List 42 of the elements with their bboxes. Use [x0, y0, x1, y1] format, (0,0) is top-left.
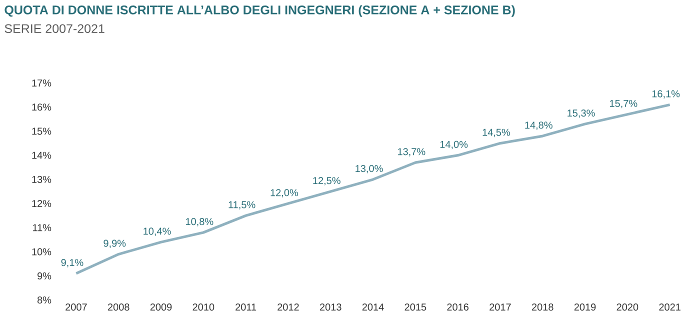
x-tick-label: 2021: [659, 304, 680, 311]
data-label: 12,5%: [313, 177, 340, 186]
x-tick-label: 2010: [192, 304, 214, 311]
y-tick-label: 9%: [38, 272, 52, 280]
y-tick-label: 13%: [32, 176, 52, 183]
x-tick-label: 2015: [404, 304, 426, 311]
y-tick-label: 12%: [32, 200, 52, 208]
data-label: 14,0%: [440, 140, 468, 150]
x-tick-label: 2017: [490, 304, 511, 311]
x-tick-label: 2007: [66, 304, 87, 311]
data-label: 13,0%: [356, 164, 383, 174]
data-label: 15,3%: [568, 110, 595, 118]
data-label: 9,9%: [104, 240, 126, 248]
x-tick-label: 2009: [150, 304, 172, 311]
x-tick-label: 2019: [574, 304, 596, 311]
x-tick-label: 2018: [532, 304, 554, 311]
y-tick-label: 17%: [32, 80, 52, 87]
data-label: 15,7%: [610, 100, 638, 108]
x-tick-label: 2011: [236, 304, 256, 311]
chart-subtitle: SERIE 2007-2021: [4, 24, 104, 34]
y-tick-label: 15%: [32, 128, 52, 135]
x-tick-label: 2016: [447, 304, 468, 311]
y-tick-label: 11%: [32, 224, 52, 232]
data-label: 9,1%: [61, 259, 84, 268]
y-tick-label: 10%: [32, 248, 52, 256]
data-label: 13,7%: [398, 148, 426, 156]
data-label: 12,0%: [270, 189, 298, 198]
data-label: 14,8%: [525, 122, 552, 130]
x-tick-label: 2020: [616, 304, 638, 311]
x-tick-label: 2012: [278, 304, 299, 311]
data-label: 10,8%: [186, 218, 214, 226]
x-tick-label: 2014: [362, 304, 384, 311]
y-tick-label: 8%: [37, 296, 52, 304]
data-label: 14,5%: [482, 128, 510, 138]
chart-title: QUOTA DI DONNE ISCRITTE ALL’ALBO DEGLI INGEGNERI (SEZIONE A + SEZIONE B): [4, 5, 515, 17]
data-label: 11,5%: [228, 201, 256, 210]
x-tick-label: 2008: [108, 304, 130, 311]
x-tick-label: 2013: [320, 304, 342, 311]
y-tick-label: 14%: [32, 152, 52, 159]
data-label: 10,4%: [144, 228, 171, 236]
y-tick-label: 16%: [32, 104, 52, 111]
data-label: 16,1%: [652, 90, 680, 99]
